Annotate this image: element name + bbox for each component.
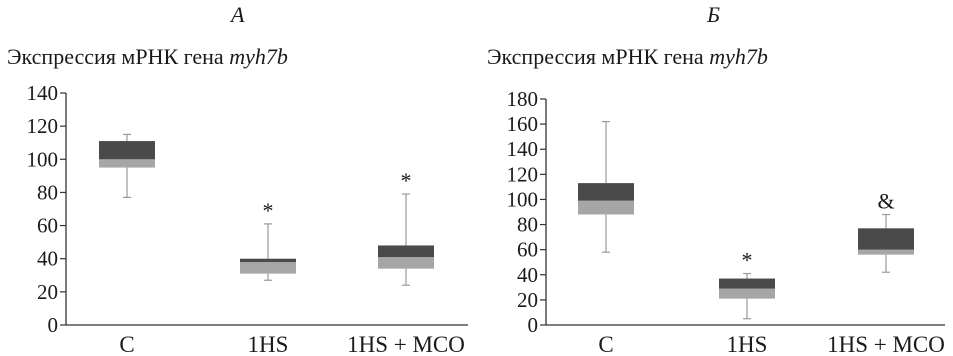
significance-mark: * [401, 168, 412, 193]
x-category-label: 1HS + MCO [827, 332, 945, 356]
y-tick-label: 80 [517, 213, 538, 237]
significance-mark: * [263, 198, 274, 223]
box-lower-quartile [378, 257, 434, 269]
y-tick-label: 120 [507, 162, 539, 186]
y-tick-label: 60 [517, 238, 538, 262]
significance-mark: & [877, 189, 894, 214]
y-tick-label: 20 [37, 280, 58, 304]
panel-b-letter: Б [707, 2, 720, 27]
box-upper-quartile [378, 245, 434, 258]
panel-a-title: Экспрессия мРНК гена myh7b [7, 44, 288, 69]
y-tick-label: 120 [27, 114, 59, 138]
box-lower-quartile [240, 262, 296, 274]
y-tick-label: 140 [507, 137, 539, 161]
box-lower-quartile [99, 159, 155, 168]
x-category-label: 1HS [727, 332, 768, 356]
box-chart-a: 0 20 40 60 80 100 120 140 C * 1HS * 1HS + MCO [27, 81, 468, 356]
box-upper-quartile [240, 258, 296, 263]
box-upper-quartile [578, 183, 634, 201]
y-tick-label: 40 [37, 247, 58, 271]
box-lower-quartile [578, 200, 634, 215]
x-category-label: 1HS [248, 332, 289, 356]
y-tick-label: 100 [507, 187, 539, 211]
panel-a-letter: А [231, 2, 245, 27]
x-category-label: C [598, 332, 613, 356]
panel-b-title: Экспрессия мРНК гена myh7b [487, 44, 768, 69]
y-tick-label: 100 [27, 147, 59, 171]
y-tick-label: 180 [507, 87, 539, 111]
y-tick-label: 0 [48, 313, 59, 337]
y-tick-label: 140 [27, 81, 59, 105]
y-tick-label: 80 [37, 180, 58, 204]
y-tick-label: 40 [517, 263, 538, 287]
box-upper-quartile [99, 141, 155, 160]
y-tick-label: 60 [37, 214, 58, 238]
y-tick-label: 0 [528, 313, 539, 337]
box-upper-quartile [858, 228, 914, 250]
x-category-label: C [119, 332, 134, 356]
y-tick-label: 20 [517, 288, 538, 312]
y-tick-label: 160 [507, 112, 539, 136]
box-upper-quartile [719, 278, 775, 289]
significance-mark: * [742, 248, 753, 273]
box-lower-quartile [719, 288, 775, 299]
x-category-label: 1HS + MCO [347, 332, 465, 356]
gene-name: myh7b [709, 44, 768, 69]
box-lower-quartile [858, 249, 914, 255]
gene-name: myh7b [229, 44, 288, 69]
